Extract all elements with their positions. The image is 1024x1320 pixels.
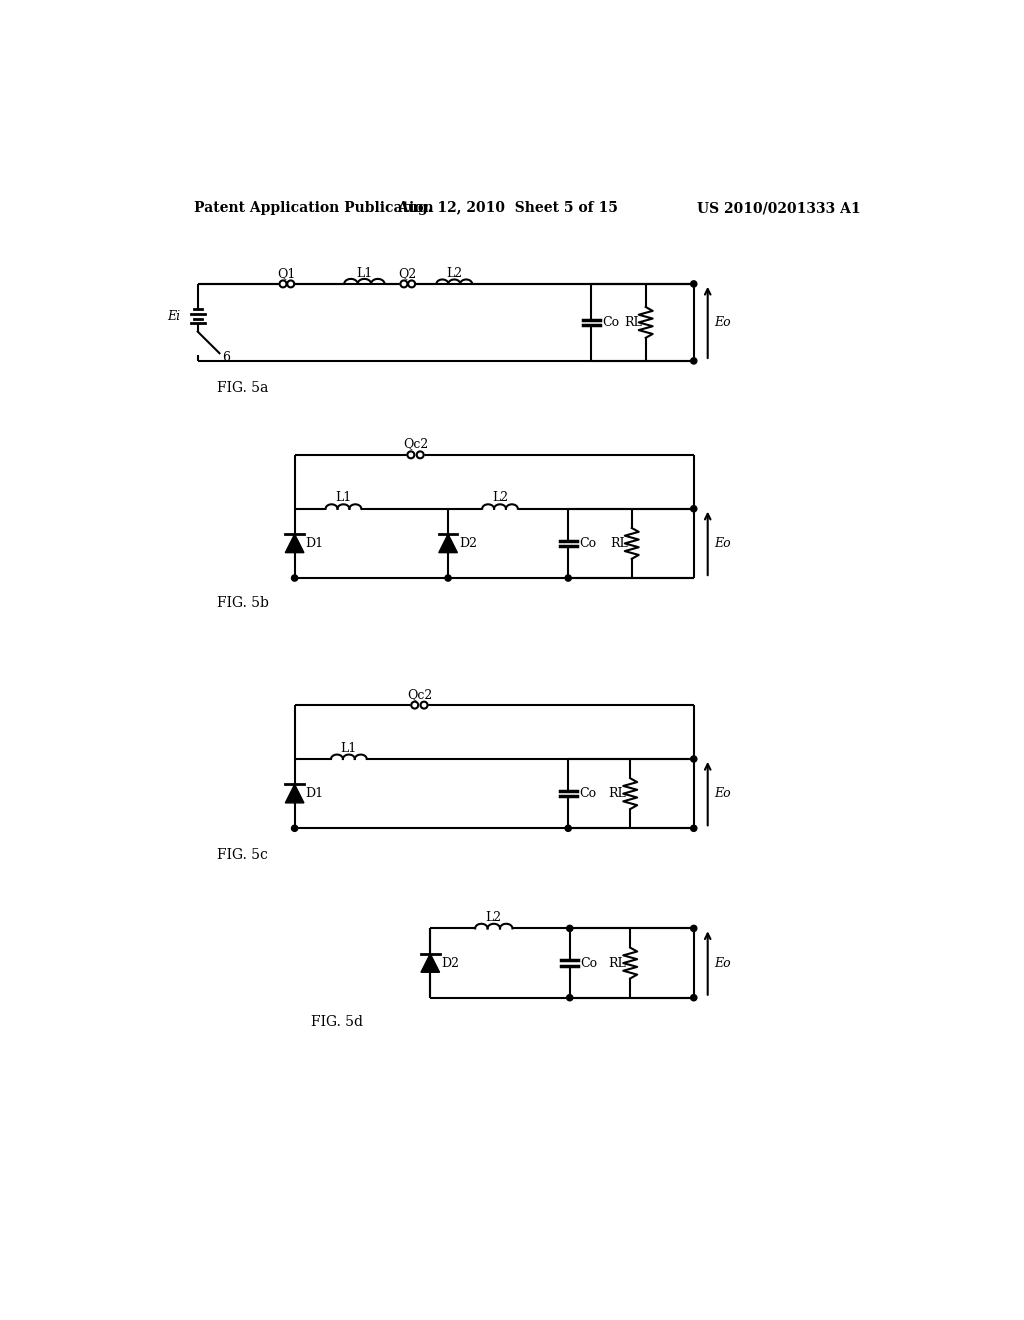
Text: L2: L2 [485, 911, 502, 924]
Text: 6: 6 [222, 351, 229, 363]
Text: L1: L1 [335, 491, 351, 504]
Text: D2: D2 [459, 537, 477, 550]
Circle shape [565, 576, 571, 581]
Circle shape [690, 756, 697, 762]
Circle shape [690, 925, 697, 932]
Text: Co: Co [602, 315, 620, 329]
Text: Co: Co [579, 787, 596, 800]
Circle shape [445, 576, 452, 581]
Text: Eo: Eo [714, 787, 730, 800]
Circle shape [292, 576, 298, 581]
Text: Qc2: Qc2 [402, 437, 428, 450]
Text: RL: RL [624, 315, 642, 329]
Text: FIG. 5d: FIG. 5d [311, 1015, 362, 1030]
Text: Co: Co [581, 957, 598, 970]
Circle shape [566, 925, 572, 932]
Circle shape [565, 825, 571, 832]
Circle shape [690, 995, 697, 1001]
Circle shape [292, 825, 298, 832]
Circle shape [690, 281, 697, 286]
Circle shape [421, 702, 428, 709]
Circle shape [400, 280, 408, 288]
Text: Co: Co [579, 537, 596, 550]
Text: Qc2: Qc2 [407, 688, 432, 701]
Text: L2: L2 [446, 267, 463, 280]
Circle shape [408, 451, 415, 458]
Text: RL: RL [610, 537, 628, 550]
Text: FIG. 5c: FIG. 5c [217, 849, 268, 862]
Polygon shape [286, 535, 304, 553]
Text: Ei: Ei [168, 310, 180, 323]
Text: L2: L2 [492, 491, 508, 504]
Text: FIG. 5a: FIG. 5a [217, 381, 268, 395]
Text: L1: L1 [341, 742, 357, 755]
Text: D1: D1 [305, 537, 324, 550]
Circle shape [280, 280, 287, 288]
Text: Eo: Eo [714, 537, 730, 550]
Circle shape [409, 280, 415, 288]
Circle shape [690, 358, 697, 364]
Text: US 2010/0201333 A1: US 2010/0201333 A1 [696, 202, 860, 215]
Text: D2: D2 [441, 957, 459, 970]
Circle shape [412, 702, 418, 709]
Circle shape [288, 280, 294, 288]
Polygon shape [421, 954, 439, 973]
Circle shape [566, 995, 572, 1001]
Text: D1: D1 [305, 787, 324, 800]
Text: FIG. 5b: FIG. 5b [217, 597, 269, 610]
Circle shape [690, 506, 697, 512]
Text: RL: RL [608, 787, 627, 800]
Text: Aug. 12, 2010  Sheet 5 of 15: Aug. 12, 2010 Sheet 5 of 15 [397, 202, 618, 215]
Text: Q2: Q2 [398, 267, 417, 280]
Text: L1: L1 [356, 267, 373, 280]
Circle shape [690, 825, 697, 832]
Text: RL: RL [608, 957, 627, 970]
Text: Eo: Eo [714, 957, 730, 970]
Text: Eo: Eo [714, 315, 730, 329]
Text: Patent Application Publication: Patent Application Publication [194, 202, 433, 215]
Text: Q1: Q1 [278, 267, 296, 280]
Circle shape [417, 451, 424, 458]
Polygon shape [438, 535, 458, 553]
Polygon shape [286, 784, 304, 803]
